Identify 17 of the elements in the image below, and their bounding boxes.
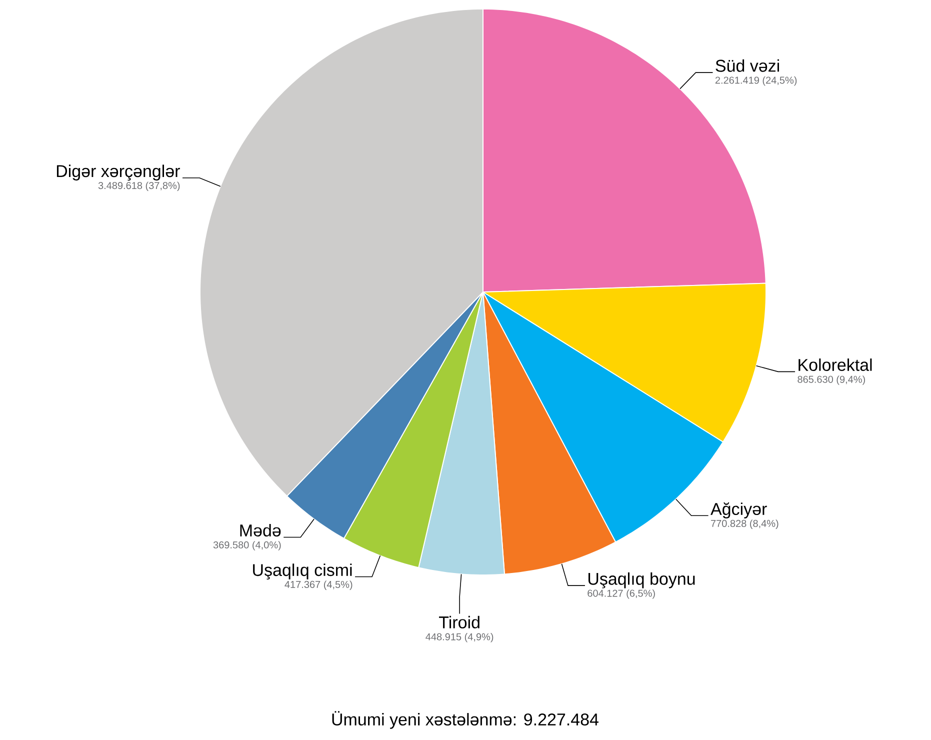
data-label: 770.828 (8,4%): [711, 520, 778, 529]
data-label: 2.261.419 (24,5%): [715, 76, 797, 86]
data-label: 865.630 (9,4%): [798, 376, 865, 385]
slice-label: Süd vəzi: [716, 59, 779, 72]
data-label: 3.489.618 (37,8%): [98, 182, 180, 192]
data-label: 417.367 (4,5%): [284, 580, 352, 590]
slice-label: Kolorektal: [798, 358, 872, 371]
slice-label: Digər xərçənglər: [56, 164, 180, 181]
text: Ümumi yeni xəstələnmə: 9.227.484: [332, 711, 598, 729]
slice-label: Ağciyər: [710, 502, 767, 518]
slice-label: Uşaqlıq boynu: [588, 572, 695, 588]
data-label: 448.915 (4,9%): [426, 632, 494, 642]
slice-label: Mədə: [240, 524, 281, 537]
slice-label: Uşaqlıq cismi: [253, 564, 352, 580]
slice-label: Tiroid: [439, 616, 480, 628]
data-label: 369.580 (4,0%): [213, 541, 281, 550]
data-label: 604.127 (6,5%): [588, 589, 655, 599]
